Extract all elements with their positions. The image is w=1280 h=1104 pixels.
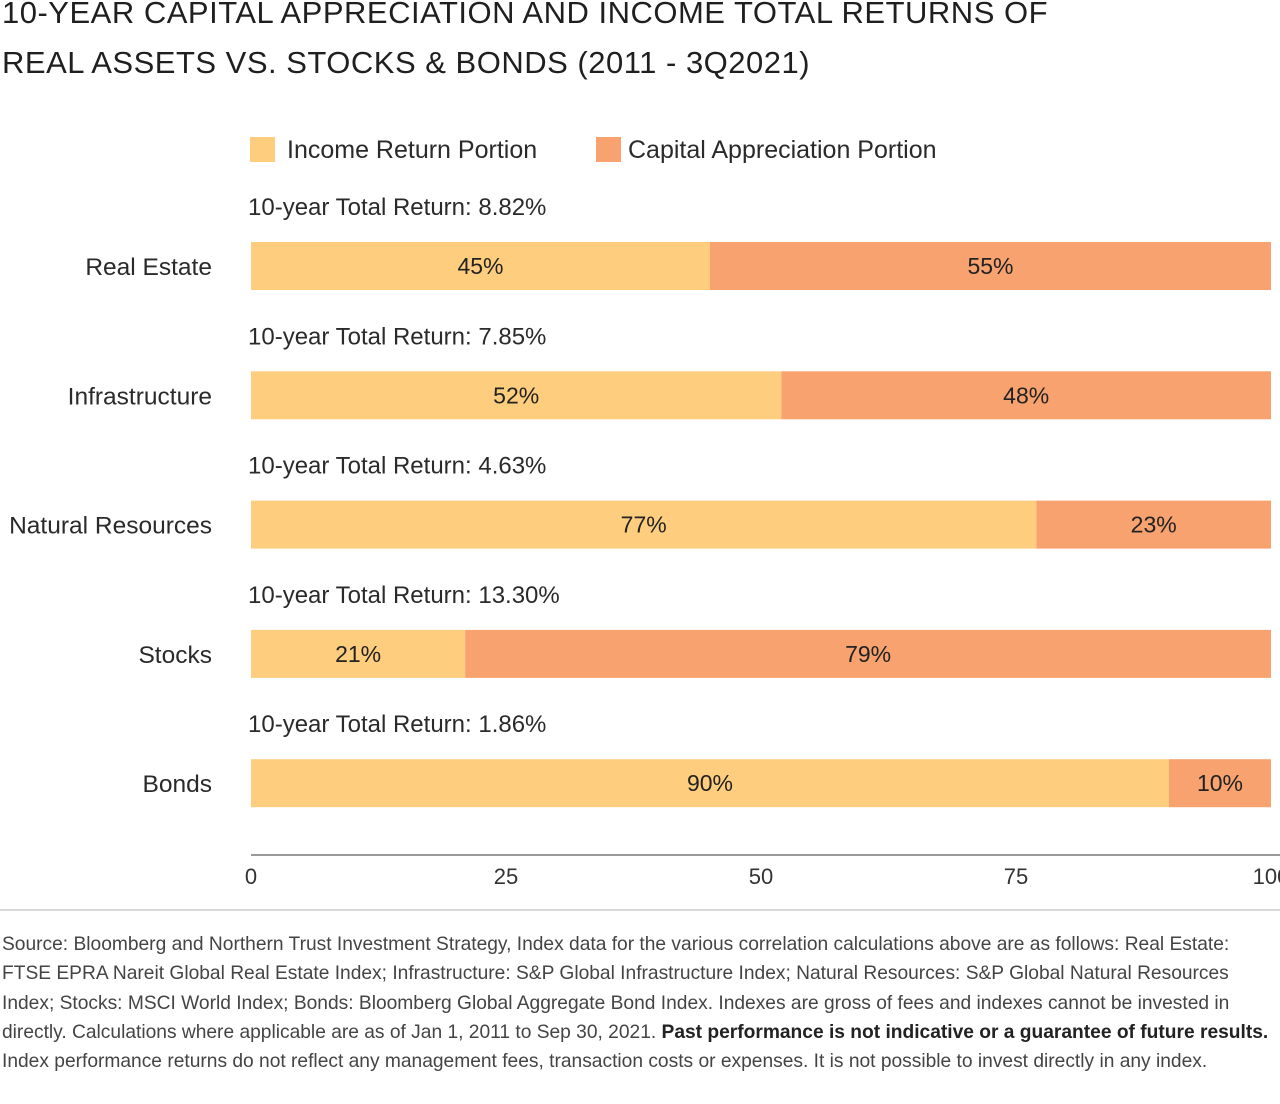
data-label: 48% xyxy=(1003,382,1049,408)
bar-segment-income xyxy=(251,242,710,290)
legend-swatch-capital xyxy=(596,137,621,162)
bar-segment-capital xyxy=(781,371,1271,420)
bar-segment-capital xyxy=(1169,759,1271,808)
footnote-disclaimer: Past performance is not indicative or a … xyxy=(661,1021,1269,1043)
bar-segment-income xyxy=(251,759,1169,808)
category-label-natural-resources: Natural Resources xyxy=(9,513,212,540)
bar-segment-income xyxy=(251,500,1037,549)
chart-title-line-1: 10-Year Capital Appreciation and Income … xyxy=(2,0,1049,30)
chart-title-line-2: Real Assets vs. Stocks & Bonds (2011 - 3… xyxy=(2,45,811,80)
bar-segment-income xyxy=(251,629,466,678)
data-label: 55% xyxy=(967,253,1013,279)
bar-segment-income xyxy=(251,371,782,420)
x-tick-label: 100 xyxy=(1253,864,1280,889)
data-label: 52% xyxy=(493,382,539,408)
x-tick-label: 0 xyxy=(245,864,257,889)
x-tick-label: 25 xyxy=(494,864,518,889)
chart-title: 10-Year Capital Appreciation and Income … xyxy=(2,0,1272,88)
bar-segment-capital xyxy=(1036,500,1271,549)
legend-label-income: Income Return Portion xyxy=(287,136,538,164)
category-label-stocks: Stocks xyxy=(138,642,212,669)
stacked-bar-chart: Real Estate 10-year Total Return: 8.82% 45… xyxy=(9,194,1280,889)
bar-segment-capital xyxy=(710,242,1271,290)
data-label: 23% xyxy=(1131,512,1177,538)
source-footnote: Source: Bloomberg and Northern Trust Inv… xyxy=(2,930,1278,1076)
x-tick-label: 50 xyxy=(749,864,773,889)
total-return-annotation: 10-year Total Return: 8.82% xyxy=(248,194,546,221)
total-return-annotation: 10-year Total Return: 1.86% xyxy=(248,711,546,738)
footnote-text-1: Source: Bloomberg and Northern Trust Inv… xyxy=(2,934,1230,1043)
category-label-bonds: Bonds xyxy=(143,771,212,798)
bar-segment-capital xyxy=(465,629,1271,678)
total-return-annotation: 10-year Total Return: 4.63% xyxy=(248,453,546,480)
category-label-infrastructure: Infrastructure xyxy=(68,383,212,410)
data-label: 77% xyxy=(621,512,667,538)
x-tick-label: 75 xyxy=(1004,864,1028,889)
data-label: 21% xyxy=(335,641,381,667)
footnote-text-2: Index performance returns do not reflect… xyxy=(2,1051,1208,1073)
data-label: 79% xyxy=(845,641,891,667)
category-label-real-estate: Real Estate xyxy=(85,254,212,281)
legend-label-capital: Capital Appreciation Portion xyxy=(628,136,937,164)
footer-divider xyxy=(0,909,1280,911)
legend-swatch-income xyxy=(250,137,275,162)
total-return-annotation: 10-year Total Return: 7.85% xyxy=(248,323,546,350)
total-return-annotation: 10-year Total Return: 13.30% xyxy=(248,582,560,609)
data-label: 45% xyxy=(457,253,503,279)
data-label: 10% xyxy=(1197,770,1243,796)
data-label: 90% xyxy=(687,770,733,796)
